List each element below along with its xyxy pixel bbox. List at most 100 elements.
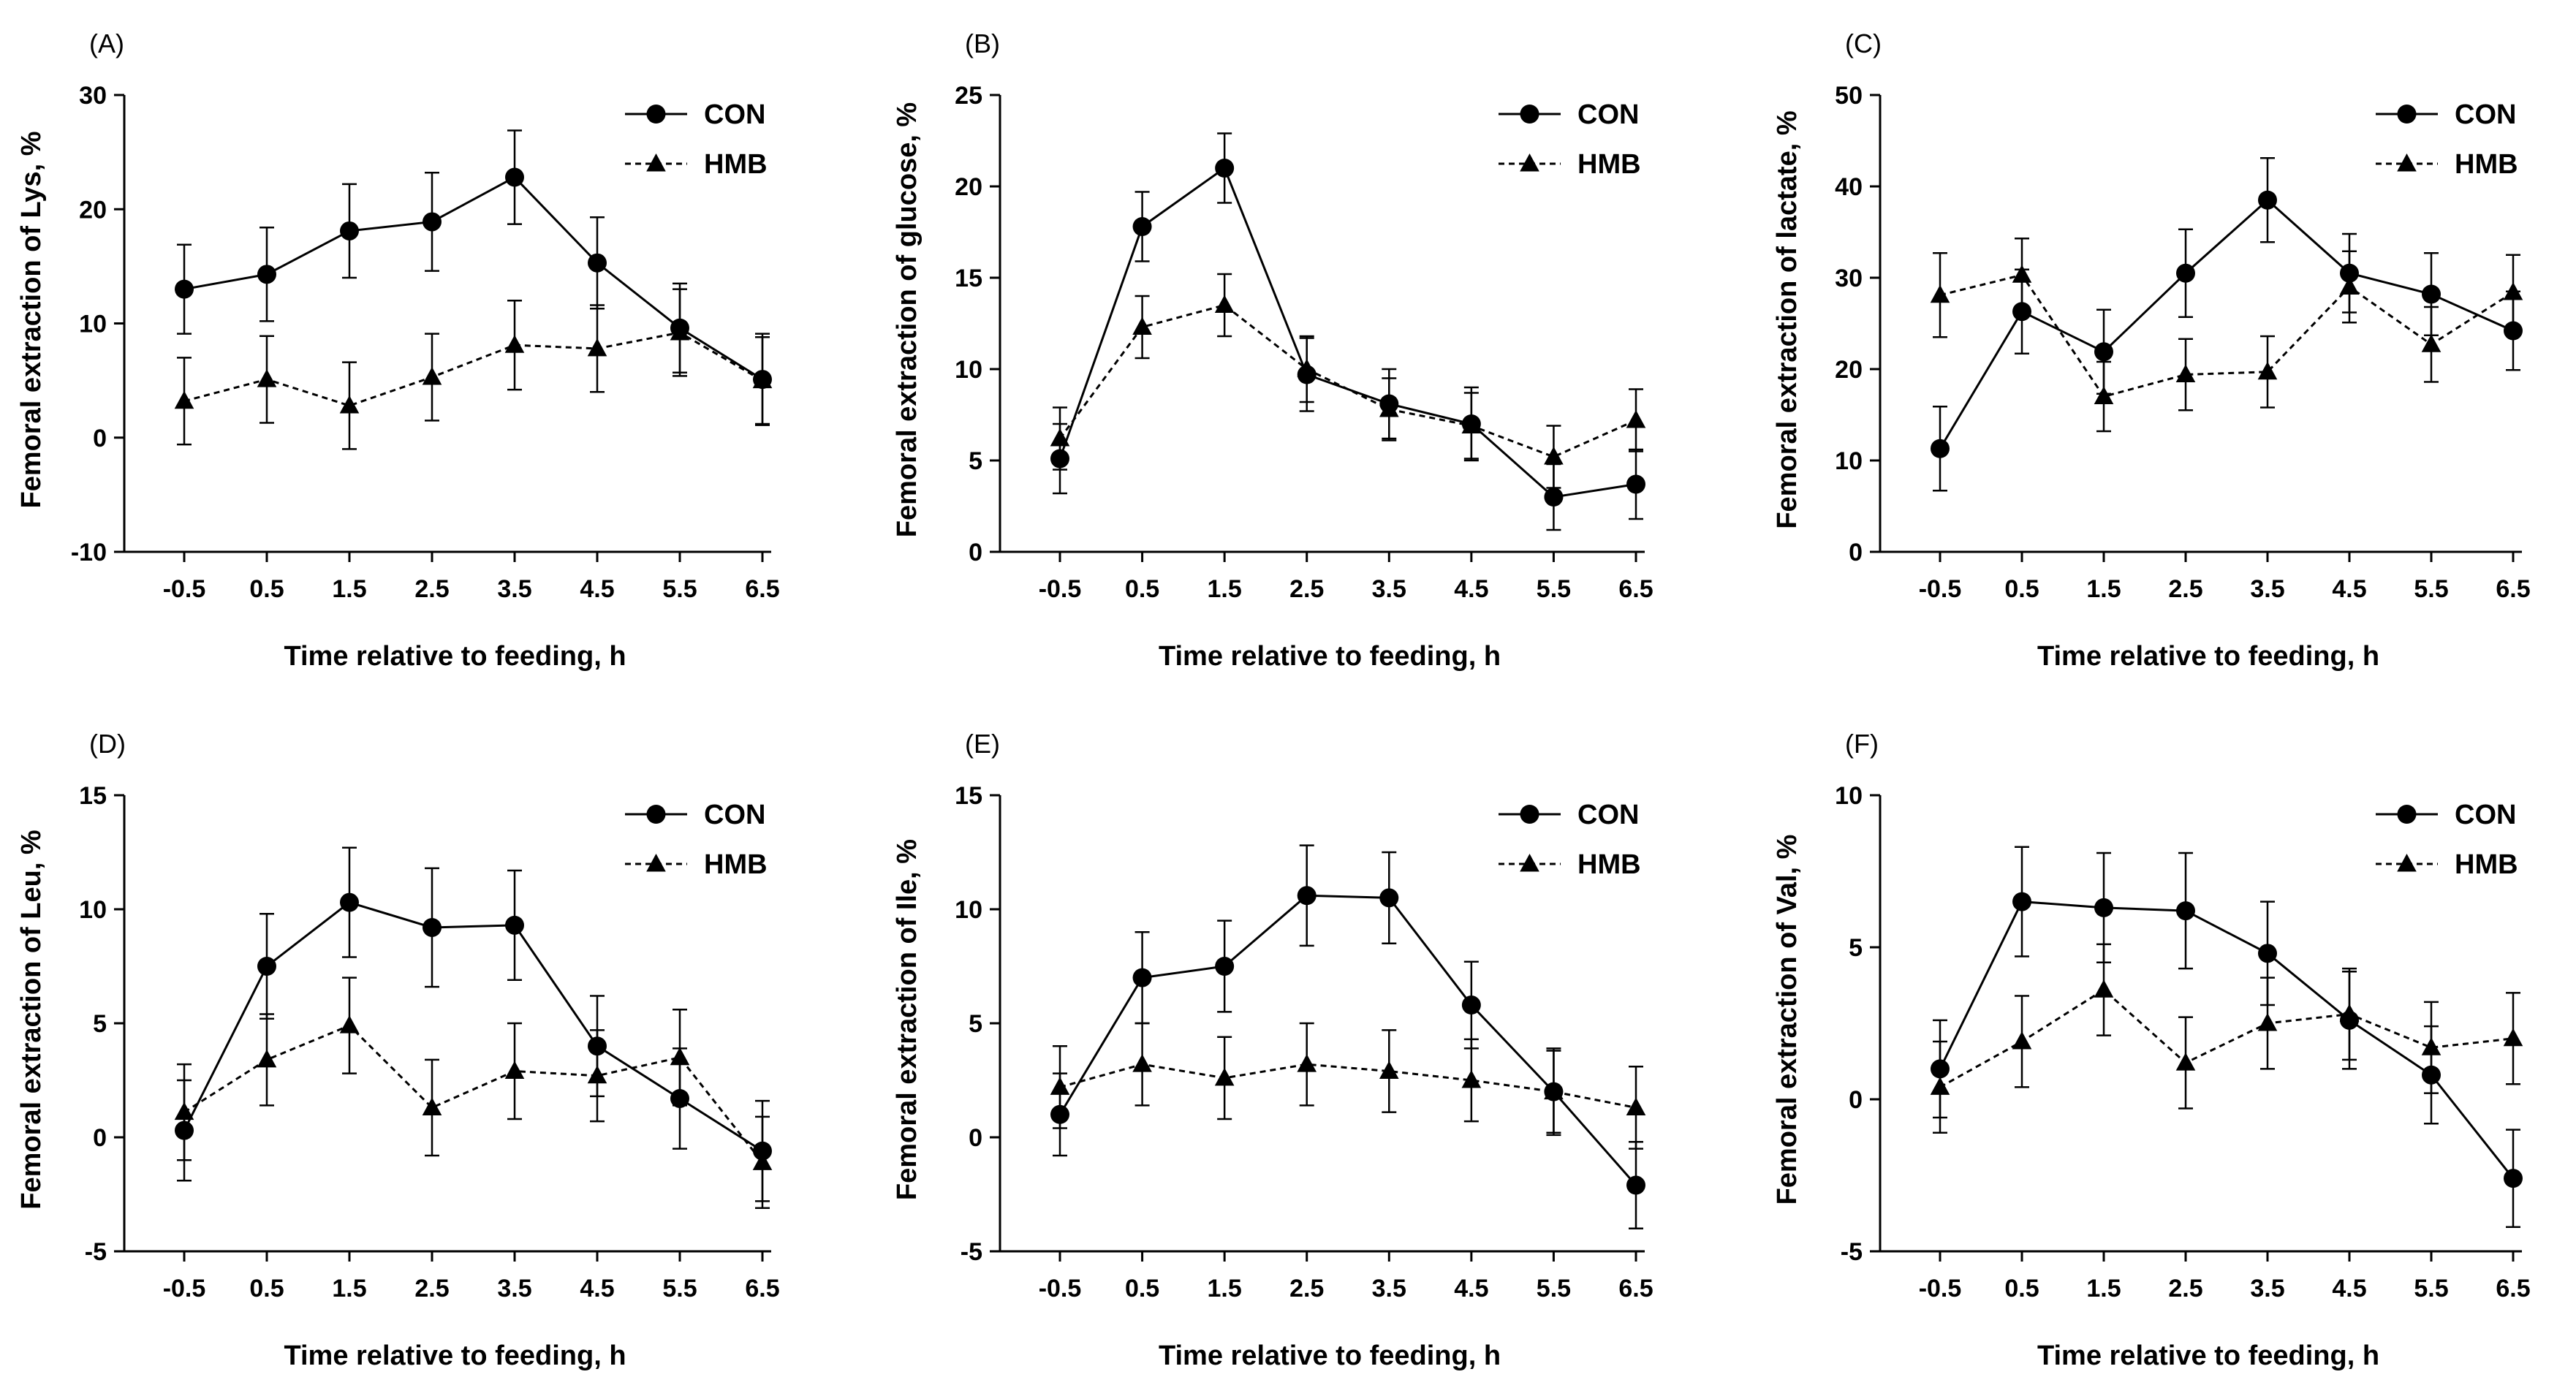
data-point-hmb-2.5 — [1297, 1054, 1317, 1072]
data-point-con-6.5 — [2504, 1169, 2523, 1188]
data-point-hmb--0.5 — [1050, 428, 1070, 447]
x-tick-label: 3.5 — [497, 1275, 531, 1302]
chart-panel-2: (B) 0 5 10 15 20 25 -0.5 0.5 1.5 2.5 3.5 4.5 5.5 6.5 Ti… — [892, 29, 1653, 672]
x-tick-label: 6.5 — [2496, 1275, 2530, 1302]
data-point-hmb-4.5 — [1461, 1070, 1482, 1088]
legend-marker-hmb — [2397, 854, 2417, 872]
data-point-con-2.5 — [1297, 886, 1317, 906]
data-point-con-3.5 — [2258, 944, 2277, 963]
data-point-hmb-3.5 — [504, 1061, 525, 1080]
y-tick-label: 0 — [93, 1124, 107, 1152]
y-tick-label: 25 — [955, 82, 982, 110]
legend-marker-hmb — [646, 153, 666, 172]
data-point-con-2.5 — [423, 212, 442, 232]
legend-label-hmb: HMB — [704, 849, 768, 880]
y-tick-label: 10 — [79, 311, 107, 338]
y-tick-label: 0 — [969, 1124, 982, 1152]
data-point-hmb--0.5 — [174, 390, 194, 409]
y-tick-label: 10 — [79, 896, 107, 924]
legend: CON HMB — [625, 800, 768, 880]
y-axis-label: Femoral extraction of Val, % — [1772, 835, 1803, 1205]
data-point-hmb-0.5 — [257, 369, 277, 387]
series-line — [183, 175, 763, 381]
data-point-hmb-5.5 — [670, 1047, 690, 1066]
legend-marker-con — [1520, 805, 1539, 824]
data-point-hmb-2.5 — [2175, 364, 2196, 382]
legend-label-hmb: HMB — [2455, 849, 2518, 880]
data-point-hmb-5.5 — [2421, 1037, 2441, 1055]
legend-marker-con — [2397, 105, 2417, 124]
x-tick-label: 6.5 — [1618, 575, 1653, 603]
data-point-hmb-0.5 — [257, 1049, 277, 1068]
x-tick-label: 0.5 — [1125, 575, 1159, 603]
data-point-hmb-6.5 — [752, 1152, 773, 1170]
data-point-con--0.5 — [1931, 439, 1950, 458]
data-point-hmb-0.5 — [1132, 1054, 1152, 1072]
data-point-hmb-5.5 — [670, 322, 690, 341]
x-tick-label: 3.5 — [497, 575, 531, 603]
x-tick-label: 2.5 — [414, 1275, 449, 1302]
x-tick-label: 5.5 — [1537, 1275, 1571, 1302]
x-tick-label: -0.5 — [163, 1275, 206, 1302]
legend-label-hmb: HMB — [1577, 149, 1641, 180]
data-point-hmb-5.5 — [1544, 1081, 1564, 1100]
data-point-con-2.5 — [423, 917, 442, 937]
data-point-hmb-4.5 — [587, 1065, 607, 1084]
x-axis-label: Time relative to feeding, h — [284, 641, 626, 672]
x-tick-label: 2.5 — [1289, 1275, 1324, 1302]
y-tick-label: 10 — [1835, 447, 1863, 475]
y-tick-label: 10 — [955, 896, 982, 924]
legend-marker-con — [646, 105, 666, 124]
y-tick-label: 50 — [1835, 82, 1863, 110]
y-axis-label: Femoral extraction of Ile, % — [892, 839, 923, 1200]
data-point-hmb-1.5 — [339, 395, 360, 414]
y-tick-label: 5 — [969, 447, 982, 475]
data-point-hmb--0.5 — [1930, 284, 1950, 303]
y-tick-label: 15 — [955, 265, 982, 292]
x-tick-label: 1.5 — [332, 1275, 366, 1302]
legend-label-con: CON — [2455, 800, 2516, 830]
data-point-con-1.5 — [1215, 957, 1235, 976]
x-tick-label: 4.5 — [2332, 575, 2366, 603]
panel-label: (B) — [965, 29, 1000, 58]
legend: CON HMB — [2376, 800, 2518, 880]
data-point-hmb-1.5 — [1214, 295, 1235, 313]
data-point-hmb-3.5 — [1379, 399, 1399, 417]
data-point-con-0.5 — [257, 957, 276, 976]
x-tick-label: 2.5 — [414, 575, 449, 603]
series-hmb — [1930, 238, 2523, 433]
x-tick-label: 4.5 — [1454, 575, 1488, 603]
data-point-hmb-1.5 — [339, 1015, 360, 1034]
data-point-hmb-3.5 — [2257, 1013, 2278, 1031]
legend-marker-hmb — [1520, 854, 1539, 872]
data-point-hmb-6.5 — [752, 370, 773, 389]
legend-marker-hmb — [2397, 153, 2417, 172]
series-hmb — [1050, 1022, 1646, 1150]
x-tick-label: 6.5 — [745, 575, 779, 603]
x-tick-label: 2.5 — [1289, 575, 1324, 603]
y-tick-label: 10 — [955, 356, 982, 384]
x-tick-label: 1.5 — [332, 575, 366, 603]
x-tick-label: 0.5 — [1125, 1275, 1159, 1302]
data-point-hmb-6.5 — [2503, 1028, 2523, 1047]
y-tick-label: 0 — [969, 539, 982, 566]
data-point-hmb-1.5 — [2094, 386, 2114, 404]
x-tick-label: 3.5 — [2250, 575, 2284, 603]
series-line — [1939, 273, 2514, 398]
chart-panel-5: (E) -5 0 5 10 15 -0.5 0.5 1.5 2.5 3.5 4.5 5.5 6.5 Time… — [892, 729, 1653, 1371]
y-tick-label: 30 — [79, 82, 107, 110]
x-tick-label: 4.5 — [580, 1275, 614, 1302]
x-axis-label: Time relative to feeding, h — [1159, 1340, 1501, 1371]
y-axis-label: Femoral extraction of glucose, % — [892, 102, 923, 537]
legend-label-con: CON — [1577, 800, 1639, 830]
legend-marker-hmb — [646, 854, 666, 872]
y-tick-label: 0 — [93, 425, 107, 452]
data-point-hmb-1.5 — [2094, 979, 2114, 998]
data-point-hmb-0.5 — [1132, 316, 1152, 335]
y-tick-label: 15 — [955, 782, 982, 810]
x-tick-label: 2.5 — [2168, 1275, 2202, 1302]
y-tick-label: -5 — [1841, 1238, 1863, 1266]
x-tick-label: -0.5 — [1919, 575, 1962, 603]
data-point-con-1.5 — [2094, 898, 2113, 917]
series-line — [183, 331, 763, 407]
